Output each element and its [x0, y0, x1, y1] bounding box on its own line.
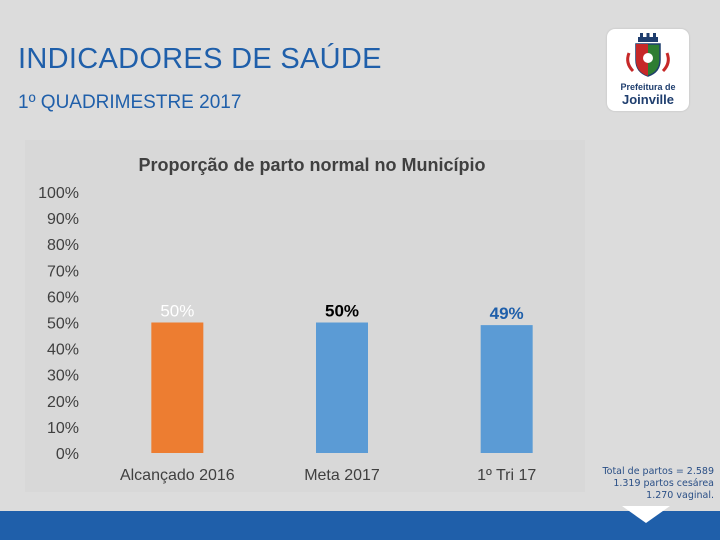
data-label: 50%: [160, 302, 194, 321]
y-tick-label: 90%: [47, 211, 79, 228]
data-label: 50%: [325, 302, 359, 321]
x-tick-label: 1º Tri 17: [477, 467, 536, 484]
data-labels: 50% 50% 49%: [160, 302, 523, 324]
bar: [316, 322, 368, 453]
y-tick-label: 10%: [47, 420, 79, 437]
data-label: 49%: [490, 304, 524, 323]
y-tick-label: 0%: [56, 446, 79, 463]
y-tick-label: 30%: [47, 368, 79, 385]
footer-tab: [622, 506, 670, 523]
note-line-vaginal: 1.270 vaginal.: [646, 490, 714, 501]
y-tick-label: 100%: [38, 185, 79, 202]
x-tick-label: Alcançado 2016: [120, 467, 235, 484]
y-tick-label: 20%: [47, 394, 79, 411]
city-coat-of-arms-icon: [626, 33, 670, 77]
y-tick-label: 40%: [47, 342, 79, 359]
y-tick-label: 80%: [47, 237, 79, 254]
bars: [151, 322, 533, 453]
logo-text-line2: Joinville: [621, 92, 675, 107]
footer-band: [0, 511, 720, 540]
page-subtitle: 1º QUADRIMESTRE 2017: [18, 92, 242, 113]
x-axis: Alcançado 2016 Meta 2017 1º Tri 17: [120, 467, 536, 484]
birth-totals-note: Total de partos = 2.589 1.319 partos ces…: [534, 466, 714, 502]
y-axis: 0% 10% 20% 30% 40% 50% 60% 70% 80% 90% 100%: [38, 185, 79, 463]
prefeitura-logo: Prefeitura de Joinville: [607, 29, 689, 111]
y-tick-label: 50%: [47, 316, 79, 333]
y-tick-label: 70%: [47, 263, 79, 280]
bar: [480, 325, 533, 453]
bar: [151, 322, 204, 453]
note-line-cesarean: 1.319 partos cesárea: [613, 478, 714, 489]
y-tick-label: 60%: [47, 289, 79, 306]
note-line-total: Total de partos = 2.589: [602, 466, 714, 477]
logo-text-line1: Prefeitura de: [620, 82, 676, 92]
x-tick-label: Meta 2017: [304, 467, 380, 484]
chart-title: Proporção de parto normal no Município: [138, 155, 485, 175]
page-title: INDICADORES DE SAÚDE: [18, 43, 382, 75]
